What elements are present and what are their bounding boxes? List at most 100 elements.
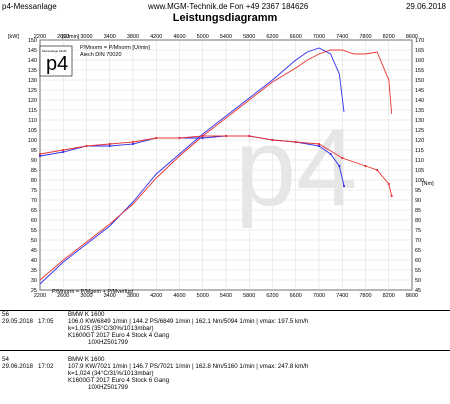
- series-line-power-56: [39, 47, 345, 285]
- x-tick-label-bottom: 3800: [127, 293, 139, 299]
- y-left-unit: [kW]: [8, 34, 19, 40]
- data-point-torque-54: [387, 182, 390, 186]
- x-tick-label-bottom: 5400: [220, 293, 232, 299]
- data-point-torque-54: [108, 142, 111, 146]
- x-tick-label-bottom: 6200: [266, 293, 278, 299]
- y-right-tick-label: 50: [415, 278, 421, 284]
- x-tick-label-top: 6600: [290, 34, 302, 40]
- run-correction: k=1,024 (34°C/31%/1013mbar): [68, 370, 154, 377]
- y-left-tick-label: 150: [28, 38, 37, 44]
- data-point-torque-54: [85, 144, 88, 148]
- x-ticks-bottom: 2200 2600 3000 3400 3800 4200 4600 5000 5400 5800…: [34, 293, 418, 299]
- x-tick-label-bottom: 2200: [34, 293, 46, 299]
- run-config: K1600GT 2017 Euro 4 Stock 4 Gang: [68, 332, 170, 339]
- p4-logo-sub: Messanlage MGM: [42, 49, 67, 53]
- y-right-tick-label: 125: [415, 128, 424, 134]
- x-tick-label-bottom: 8200: [383, 293, 395, 299]
- x-tick-label-top: 5800: [243, 34, 255, 40]
- run-id: 56: [2, 311, 9, 318]
- data-point-torque-54: [38, 152, 42, 156]
- x-tick-label-bottom: 2600: [57, 293, 69, 299]
- run-serial: 10XHZ501799: [88, 384, 128, 391]
- run-date: 29.05.2018: [2, 318, 33, 325]
- separator: [0, 310, 450, 311]
- y-left-tick-label: 80: [31, 178, 37, 184]
- y-right-tick-label: 80: [415, 218, 421, 224]
- y-left-tick-label: 140: [28, 58, 37, 64]
- y-left-tick-label: 105: [28, 128, 37, 134]
- y-left-tick-label: 120: [28, 98, 37, 104]
- y-left-tick-label: 45: [31, 248, 37, 254]
- y-left-tick-label: 90: [31, 158, 37, 164]
- y-right-tick-label: 70: [415, 238, 421, 244]
- x-tick-label-bottom: 4200: [150, 293, 162, 299]
- data-point-torque-54: [341, 156, 344, 160]
- y-left-tick-label: 50: [31, 238, 37, 244]
- y-left-tick-label: 110: [28, 118, 37, 124]
- x-tick-label-top: 3400: [104, 34, 116, 40]
- y-right-tick-label: 155: [415, 68, 424, 74]
- y-left-tick-label: 25: [31, 288, 37, 294]
- y-right-tick-label: 145: [415, 88, 424, 94]
- series-line-torque-56: [39, 135, 345, 187]
- grid: [39, 39, 413, 291]
- legend-bottom: P/Mnorm = P/Mgem + P/Mverlust: [52, 289, 134, 295]
- x-tick-label-top: 4600: [173, 34, 185, 40]
- separator: [0, 350, 450, 351]
- data-point-torque-56: [338, 164, 341, 168]
- data-point-torque-56: [62, 150, 65, 154]
- y-left-tick-label: 135: [28, 68, 37, 74]
- x-tick-label-bottom: 8600: [406, 293, 418, 299]
- y-right-tick-label: 100: [415, 178, 424, 184]
- y-right-unit: [Nm]: [422, 181, 434, 187]
- y-left-tick-label: 55: [31, 228, 37, 234]
- data-point-torque-54: [201, 134, 204, 138]
- x-tick-label-top: 2600: [57, 34, 69, 40]
- data-point-torque-54: [62, 148, 65, 152]
- p4-logo-frame: [39, 45, 73, 77]
- series-line-torque-54: [39, 135, 393, 197]
- data-point-torque-54: [390, 194, 393, 198]
- x-tick-label-top: 8200: [383, 34, 395, 40]
- data-point-torque-54: [364, 164, 367, 168]
- data-point-torque-54: [178, 136, 181, 140]
- x-tick-label-top: 6200: [266, 34, 278, 40]
- y-right-tick-label: 55: [415, 268, 421, 274]
- y-left-tick-label: 60: [31, 218, 37, 224]
- y-left-tick-label: 145: [28, 48, 37, 54]
- y-left-tick-label: 130: [28, 78, 37, 84]
- y-left-tick-label: 85: [31, 168, 37, 174]
- data-point-torque-56: [317, 144, 321, 148]
- header-app-name: p4-Messanlage: [2, 2, 57, 11]
- data-point-torque-54: [224, 134, 228, 138]
- x-tick-label-top: 7000: [313, 34, 325, 40]
- run-vehicle: BMW K 1600: [68, 356, 105, 363]
- run-time: 17:05: [38, 318, 54, 325]
- data-point-torque-56: [201, 136, 204, 140]
- x-tick-label-bottom: 5000: [197, 293, 209, 299]
- data-point-torque-54: [271, 138, 274, 142]
- y-left-tick-label: 75: [31, 188, 37, 194]
- y-left-tick-label: 95: [31, 148, 37, 154]
- y-right-tick-label: 105: [415, 168, 424, 174]
- data-point-torque-56: [108, 144, 111, 148]
- run-vehicle: BMW K 1600: [68, 311, 105, 318]
- data-point-torque-54: [248, 134, 251, 138]
- y-right-tick-label: 60: [415, 258, 421, 264]
- chart-title: Leistungsdiagramm: [172, 12, 278, 24]
- run-config: K1600GT 2017 Euro 4 Stock 6 Gang: [68, 377, 170, 384]
- y-ticks-left: 25 30 35 40 45 50 55 60 65 70 75 80 85 90 95 100 105 110 1…: [28, 38, 37, 294]
- x-tick-label-bottom: 7000: [313, 293, 325, 299]
- run-time: 17:02: [38, 363, 54, 370]
- y-right-tick-label: 110: [415, 158, 424, 164]
- run-date: 29.06.2018: [2, 363, 33, 370]
- x-tick-label-top: 4200: [150, 34, 162, 40]
- data-point-torque-56: [131, 142, 135, 146]
- x-unit-top: [U/min]: [62, 34, 80, 40]
- x-tick-label-top: 8600: [406, 34, 418, 40]
- x-tick-label-top: 5400: [220, 34, 232, 40]
- x-tick-label-bottom: 5800: [243, 293, 255, 299]
- x-tick-label-top: 7400: [336, 34, 348, 40]
- data-point-torque-56: [38, 154, 42, 158]
- y-left-tick-label: 40: [31, 258, 37, 264]
